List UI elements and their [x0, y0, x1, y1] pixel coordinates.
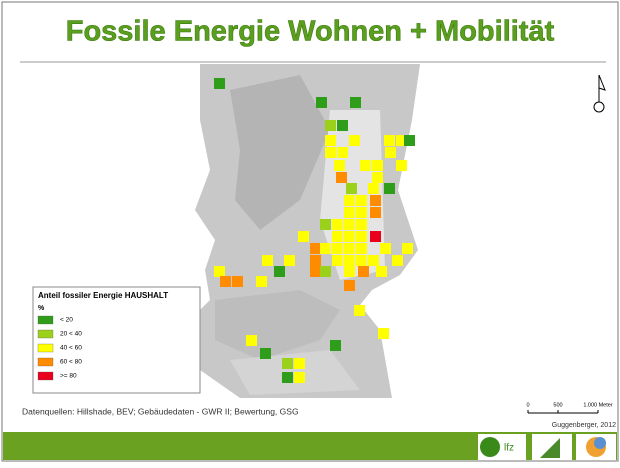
building-cell	[232, 276, 243, 287]
legend-swatch	[37, 329, 54, 339]
logo-text: lfz	[504, 443, 514, 454]
building-cell	[384, 183, 395, 194]
legend-label: >= 80	[60, 373, 77, 380]
building-cell	[330, 340, 341, 351]
building-cell	[354, 305, 365, 316]
building-cell	[349, 135, 360, 146]
building-cell	[396, 135, 407, 146]
building-cell	[368, 183, 379, 194]
building-cell	[320, 266, 331, 277]
legend-swatch	[37, 357, 54, 367]
building-cell	[294, 372, 305, 383]
legend-swatch	[37, 343, 54, 353]
building-cell	[294, 358, 305, 369]
building-cell	[282, 372, 293, 383]
building-cell	[260, 348, 271, 359]
legend-title: Anteil fossiler Energie HAUSHALT	[38, 291, 168, 300]
building-cell	[384, 135, 395, 146]
building-cell	[320, 219, 331, 230]
legend-label: 40 < 60	[60, 345, 82, 352]
building-cell	[368, 255, 379, 266]
building-cell	[356, 231, 367, 242]
building-cell	[370, 231, 381, 242]
building-cell	[376, 266, 387, 277]
building-cell	[346, 183, 357, 194]
building-cell	[262, 255, 273, 266]
building-cell	[344, 195, 355, 206]
building-cell	[282, 358, 293, 369]
building-cell	[310, 255, 321, 266]
building-cell	[214, 266, 225, 277]
credit: Guggenberger, 2012	[552, 422, 616, 429]
legend-label: 20 < 40	[60, 331, 82, 338]
building-cell	[344, 207, 355, 218]
building-cell	[372, 160, 383, 171]
north-arrow	[593, 74, 606, 113]
building-cell	[356, 195, 367, 206]
building-cell	[370, 207, 381, 218]
sources: Datenquellen: Hillshade, BEV; Gebäudedat…	[22, 406, 299, 416]
building-cell	[344, 231, 355, 242]
building-cell	[392, 255, 403, 266]
logos: lfz	[478, 434, 616, 460]
building-cell	[344, 243, 355, 254]
building-cell	[372, 172, 383, 183]
slide-title: Fossile Energie Wohnen + Mobilität	[66, 16, 555, 48]
building-cell	[402, 243, 413, 254]
building-cell	[246, 335, 257, 346]
building-cell	[220, 276, 231, 287]
building-cell	[358, 266, 369, 277]
building-cell	[325, 120, 336, 131]
scale-bar	[527, 410, 599, 414]
scale-label: 500	[553, 402, 562, 408]
building-cell	[325, 135, 336, 146]
building-cell	[356, 243, 367, 254]
building-cell	[378, 328, 389, 339]
legend-label: < 20	[60, 317, 73, 324]
building-cell	[336, 172, 347, 183]
building-cell	[356, 207, 367, 218]
building-cell	[344, 266, 355, 277]
building-cell	[214, 78, 225, 89]
building-cell	[356, 255, 367, 266]
building-cell	[350, 97, 361, 108]
building-cell	[310, 243, 321, 254]
legend-items: < 20 20 < 40 40 < 60 60 < 80 >= 80	[37, 315, 82, 381]
legend-label: 60 < 80	[60, 359, 82, 366]
building-cell	[337, 120, 348, 131]
building-cell	[274, 266, 285, 277]
legend-unit: %	[38, 305, 45, 312]
building-cell	[356, 219, 367, 230]
building-cell	[396, 160, 407, 171]
building-cell	[337, 147, 348, 158]
building-cell	[332, 255, 343, 266]
building-cell	[256, 276, 267, 287]
building-cell	[344, 219, 355, 230]
building-cell	[298, 231, 309, 242]
building-cell	[332, 231, 343, 242]
scale-label: 1.000 Meter	[583, 402, 613, 408]
building-cell	[370, 195, 381, 206]
scale-label: 0	[526, 402, 529, 408]
legend-box	[32, 286, 201, 394]
building-cell	[334, 160, 345, 171]
building-cell	[385, 147, 396, 158]
legend-swatch	[37, 315, 54, 325]
legend-swatch	[37, 371, 54, 381]
building-cell	[310, 266, 321, 277]
building-cell	[360, 160, 371, 171]
building-cell	[404, 135, 415, 146]
building-cells	[214, 78, 415, 383]
building-cell	[344, 255, 355, 266]
building-cell	[320, 243, 331, 254]
building-cell	[332, 243, 343, 254]
building-cell	[380, 243, 391, 254]
building-cell	[316, 97, 327, 108]
building-cell	[284, 255, 295, 266]
building-cell	[344, 280, 355, 291]
building-cell	[325, 147, 336, 158]
building-cell	[332, 219, 343, 230]
